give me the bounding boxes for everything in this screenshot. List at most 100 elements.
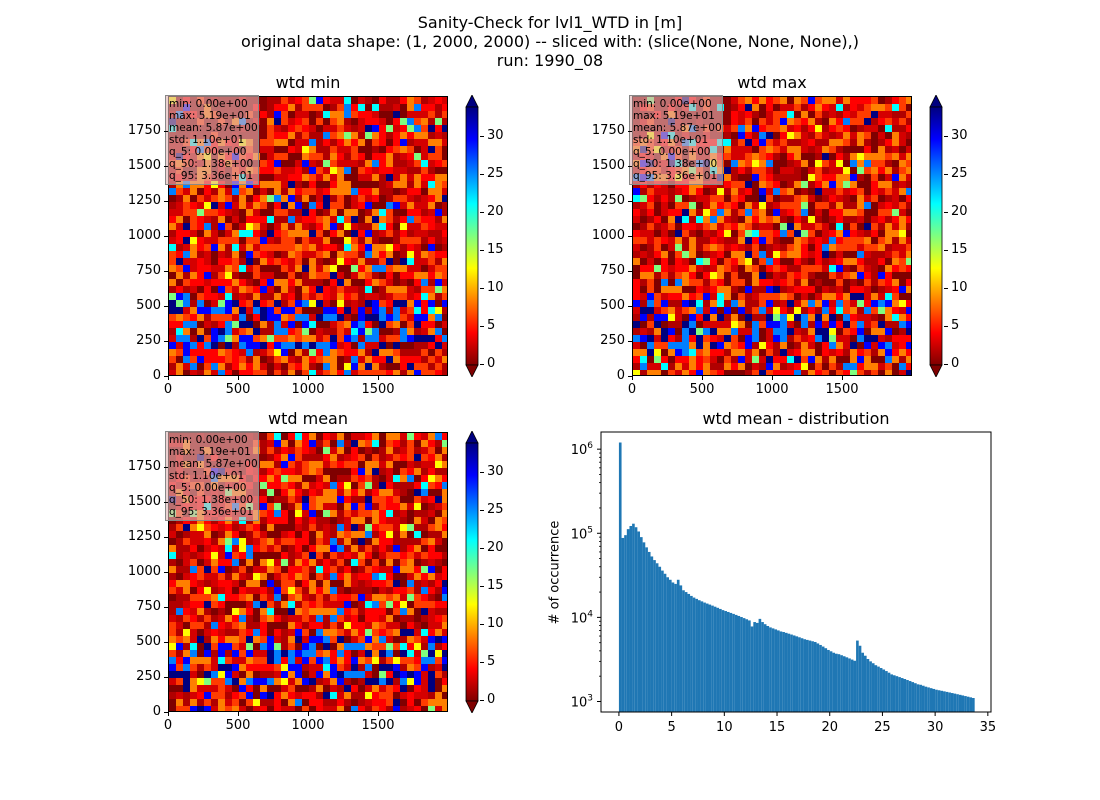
heatmap-cell	[836, 370, 843, 375]
heatmap-cell	[302, 496, 309, 503]
heatmap-cell	[414, 314, 421, 321]
heatmap-cell	[759, 230, 766, 237]
heatmap-cell	[864, 188, 871, 195]
heatmap-cell	[829, 349, 836, 356]
heatmap-cell	[267, 188, 274, 195]
heatmap-cell	[878, 181, 885, 188]
heatmap-cell	[731, 328, 738, 335]
heatmap-cell	[351, 237, 358, 244]
heatmap-cell	[358, 433, 365, 440]
heatmap-cell	[211, 251, 218, 258]
heatmap-cell	[421, 272, 428, 279]
histogram-bar	[642, 542, 646, 712]
heatmap-cell	[246, 622, 253, 629]
heatmap-cell	[351, 321, 358, 328]
heatmap-cell	[337, 223, 344, 230]
heatmap-cell	[288, 314, 295, 321]
heatmap-cell	[428, 237, 435, 244]
heatmap-cell	[281, 517, 288, 524]
heatmap-cell	[654, 342, 661, 349]
heatmap-cell	[295, 706, 302, 711]
heatmap-cell	[365, 314, 372, 321]
y-tick-label: 750	[136, 263, 161, 278]
heatmap-cell	[372, 342, 379, 349]
heatmap-cell	[794, 153, 801, 160]
heatmap-cell	[386, 559, 393, 566]
histogram-bar	[676, 579, 680, 712]
heatmap-cell	[246, 524, 253, 531]
heatmap-cell	[358, 552, 365, 559]
heatmap-cell	[675, 314, 682, 321]
heatmap-cell	[379, 545, 386, 552]
heatmap-cell	[225, 706, 232, 711]
heatmap-cell	[351, 370, 358, 375]
heatmap-cell	[428, 300, 435, 307]
heatmap-cell	[407, 545, 414, 552]
heatmap-cell	[668, 202, 675, 209]
heatmap-cell	[204, 258, 211, 265]
heatmap-cell	[421, 104, 428, 111]
heatmap-cell	[766, 153, 773, 160]
heatmap-cell	[850, 356, 857, 363]
heatmap-cell	[780, 237, 787, 244]
heatmap-cell	[309, 671, 316, 678]
heatmap-cell	[316, 97, 323, 104]
heatmap-cell	[337, 328, 344, 335]
heatmap-cell	[745, 342, 752, 349]
heatmap-cell	[435, 622, 442, 629]
heatmap-cell	[358, 111, 365, 118]
heatmap-cell	[878, 153, 885, 160]
heatmap-cell	[239, 321, 246, 328]
heatmap-cell	[829, 370, 836, 375]
heatmap-cell	[295, 335, 302, 342]
heatmap-cell	[640, 209, 647, 216]
colorbar-tick-mark	[944, 326, 948, 328]
heatmap-cell	[421, 706, 428, 711]
heatmap-cell	[407, 524, 414, 531]
heatmap-cell	[899, 188, 906, 195]
heatmap-cell	[407, 454, 414, 461]
heatmap-cell	[787, 167, 794, 174]
heatmap-cell	[710, 370, 717, 375]
heatmap-cell	[267, 181, 274, 188]
heatmap-cell	[330, 685, 337, 692]
heatmap-cell	[850, 237, 857, 244]
heatmap-cell	[717, 216, 724, 223]
heatmap-cell	[745, 209, 752, 216]
heatmap-cell	[190, 265, 197, 272]
heatmap-cell	[442, 237, 447, 244]
heatmap-cell	[414, 496, 421, 503]
heatmap-cell	[274, 594, 281, 601]
heatmap-cell	[246, 195, 253, 202]
heatmap-cell	[337, 230, 344, 237]
heatmap-cell	[689, 286, 696, 293]
heatmap-cell	[211, 545, 218, 552]
heatmap-cell	[731, 209, 738, 216]
heatmap-cell	[808, 139, 815, 146]
heatmap-cell	[176, 363, 183, 370]
heatmap-cell	[246, 545, 253, 552]
heatmap-cell	[780, 272, 787, 279]
heatmap-cell	[267, 454, 274, 461]
heatmap-cell	[822, 293, 829, 300]
heatmap-cell	[829, 307, 836, 314]
heatmap-cell	[274, 223, 281, 230]
heatmap-cell	[204, 650, 211, 657]
heatmap-cell	[407, 440, 414, 447]
heatmap-cell	[442, 251, 447, 258]
heatmap-cell	[808, 188, 815, 195]
heatmap-cell	[379, 167, 386, 174]
heatmap-cell	[211, 664, 218, 671]
heatmap-cell	[337, 622, 344, 629]
heatmap-cell	[836, 146, 843, 153]
heatmap-cell	[428, 258, 435, 265]
heatmap-cell	[260, 181, 267, 188]
heatmap-cell	[225, 209, 232, 216]
heatmap-cell	[414, 706, 421, 711]
heatmap-cell	[386, 608, 393, 615]
heatmap-cell	[640, 335, 647, 342]
heatmap-cell	[738, 118, 745, 125]
heatmap-cell	[351, 510, 358, 517]
heatmap-cell	[323, 132, 330, 139]
heatmap-cell	[400, 160, 407, 167]
